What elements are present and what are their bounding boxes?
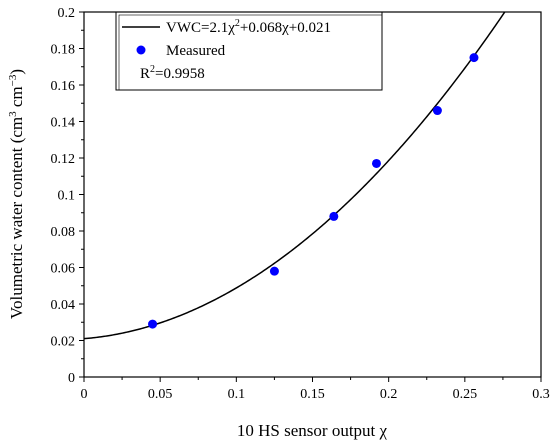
y-tick-label: 0.1 xyxy=(58,189,76,204)
x-tick-label: 0.2 xyxy=(380,387,398,402)
y-tick-label: 0.02 xyxy=(51,335,76,350)
measured-point xyxy=(432,106,442,116)
y-tick-label: 0.2 xyxy=(58,6,76,21)
x-tick-label: 0.05 xyxy=(148,387,173,402)
tick-labels: 0 0.05 0.1 0.15 0.2 0.25 0.3 0 0.02 0.04 0.06 0.08 0… xyxy=(51,6,550,402)
x-tick-label: 0.3 xyxy=(532,387,550,402)
x-tick-label: 0.15 xyxy=(300,387,325,402)
tick-marks xyxy=(79,11,542,382)
legend-fit-label: VWC=2.1χ2+0.068χ+0.021 xyxy=(166,18,331,36)
y-tick-label: 0 xyxy=(68,371,75,386)
legend: VWC=2.1χ2+0.068χ+0.021 Measured R2=0.995… xyxy=(115,11,383,91)
y-tick-label: 0.18 xyxy=(51,43,76,58)
measured-point xyxy=(329,211,339,221)
legend-measured-label: Measured xyxy=(166,43,226,59)
y-tick-label: 0.08 xyxy=(51,225,76,240)
x-tick-label: 0.1 xyxy=(228,387,246,402)
measured-point xyxy=(371,158,381,168)
y-tick-label: 0.04 xyxy=(51,298,76,313)
y-tick-label: 0.06 xyxy=(51,262,76,277)
y-tick-label: 0.14 xyxy=(51,116,76,131)
x-tick-label: 0.25 xyxy=(453,387,478,402)
legend-box-shadow xyxy=(118,14,383,91)
y-axis-title: Volumetric water content (cm3 cm−3) xyxy=(7,69,26,319)
r-squared-annotation: R2=0.9958 xyxy=(140,64,205,82)
measured-point xyxy=(148,319,158,329)
legend-marker-swatch xyxy=(136,45,146,55)
x-axis-title: 10 HS sensor output χ xyxy=(237,421,388,440)
measured-point xyxy=(269,266,279,276)
measured-points xyxy=(148,53,479,329)
x-tick-label: 0 xyxy=(81,387,88,402)
measured-point xyxy=(469,53,479,63)
y-tick-label: 0.12 xyxy=(51,152,76,167)
y-tick-label: 0.16 xyxy=(51,79,76,94)
